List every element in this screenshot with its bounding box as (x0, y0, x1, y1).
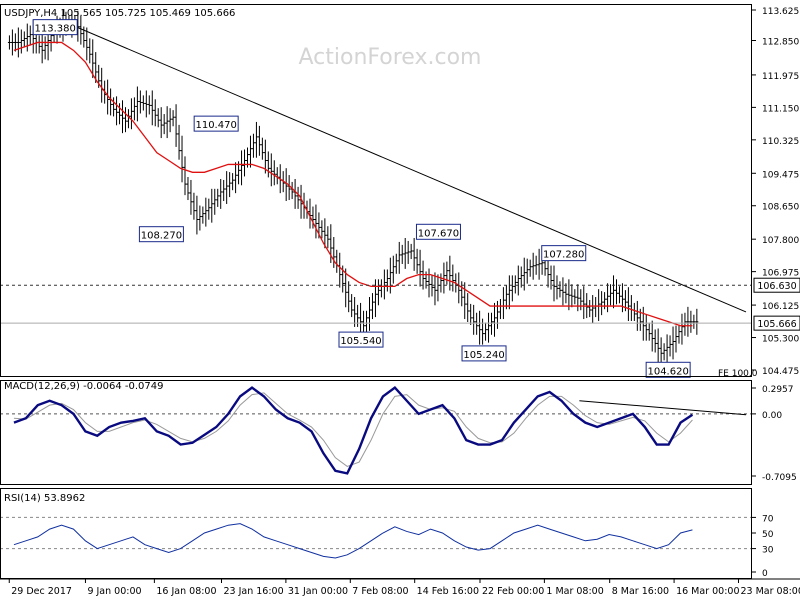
rsi-ytick-label: 50 (762, 530, 774, 540)
rsi-header: RSI(14) 53.8962 (4, 493, 85, 504)
rsi-ytick-label: 30 (762, 546, 774, 556)
rsi-ytick-label: 0 (762, 569, 768, 579)
x-tick-label: 16 Jan 08:00 (156, 586, 216, 597)
price-annotation-box (32, 19, 78, 36)
x-tick-label: 16 Mar 00:00 (676, 586, 739, 597)
price-annotation: 107.670 (418, 228, 459, 239)
level-label-box (753, 315, 800, 331)
price-annotation-box (338, 331, 384, 348)
macd-ytick-label: -0.7095 (762, 473, 797, 483)
price-ytick-label: 108.650 (762, 203, 799, 213)
level-label: 105.666 (757, 319, 796, 330)
x-tick-label: 8 Mar 16:00 (612, 586, 669, 597)
macd-ytick-label: 0.00 (762, 411, 782, 421)
moving-average-line (13, 41, 693, 327)
macd-header: MACD(12,26,9) -0.0064 -0.0749 (4, 381, 164, 392)
price-trendline (58, 19, 747, 313)
axes: 113.625 112.850 111.975 111.150 110.325 109.4… (0, 4, 800, 597)
x-tick-label: 23 Mar 08:00 (740, 586, 800, 597)
macd-line (13, 386, 694, 475)
macd-frame (0, 380, 752, 485)
price-annotation-box (138, 226, 184, 243)
fe-note: FE 100.0 (718, 369, 758, 379)
x-tick-label: 7 Feb 08:00 (352, 586, 408, 597)
level-label: 106.630 (757, 281, 796, 292)
price-ytick-label: 109.475 (762, 170, 799, 180)
price-ytick-label: 104.475 (762, 367, 799, 377)
macd-signal-line (13, 392, 693, 467)
price-annotation: 105.540 (340, 336, 381, 347)
x-tick-label: 23 Jan 16:00 (223, 586, 283, 597)
rsi-ytick-label: 70 (762, 514, 774, 524)
watermark: ActionForex.com (299, 45, 482, 70)
rsi-panel (0, 516, 752, 559)
price-ytick-label: 105.300 (762, 335, 799, 345)
price-annotation-box (461, 345, 507, 362)
x-tick-label: 29 Dec 2017 (11, 586, 72, 597)
price-panel: 106.630 105.666 113.380 110.470 108.270 105.5… (0, 9, 800, 378)
price-ytick-label: 111.150 (762, 104, 799, 114)
price-annotation-box (415, 223, 461, 240)
price-annotation-box (645, 361, 691, 378)
price-annotation: 107.280 (543, 250, 584, 261)
price-ytick-label: 113.625 (762, 7, 799, 17)
price-annotation: 108.270 (141, 231, 182, 242)
price-annotation-box (541, 245, 587, 262)
macd-trendline (579, 400, 747, 416)
x-tick-label: 31 Jan 00:00 (288, 586, 348, 597)
price-annotation: 113.380 (35, 24, 76, 35)
price-annotation-box (193, 115, 239, 132)
price-ytick-label: 107.800 (762, 236, 799, 246)
price-ytick-label: 106.975 (762, 269, 799, 279)
price-annotation: 104.620 (647, 366, 688, 377)
price-ytick-label: 110.325 (762, 137, 799, 147)
x-tick-label: 1 Mar 08:00 (546, 586, 603, 597)
x-tick-label: 14 Feb 16:00 (417, 586, 479, 597)
price-header: USDJPY,H4 105.565 105.725 105.469 105.66… (4, 8, 235, 19)
x-tick-label: 9 Jan 00:00 (87, 586, 141, 597)
price-ytick-label: 112.850 (762, 37, 799, 47)
macd-ytick-label: 0.2957 (762, 385, 794, 395)
price-ytick-label: 106.125 (762, 302, 799, 312)
x-tick-label: 22 Feb 00:00 (482, 586, 544, 597)
price-frame (0, 4, 752, 377)
macd-panel (0, 386, 752, 475)
price-ytick-label: 111.975 (762, 72, 799, 82)
rsi-line (13, 523, 693, 559)
level-label-box (753, 277, 800, 293)
price-annotation: 110.470 (195, 120, 236, 131)
price-annotation: 105.240 (463, 350, 504, 361)
